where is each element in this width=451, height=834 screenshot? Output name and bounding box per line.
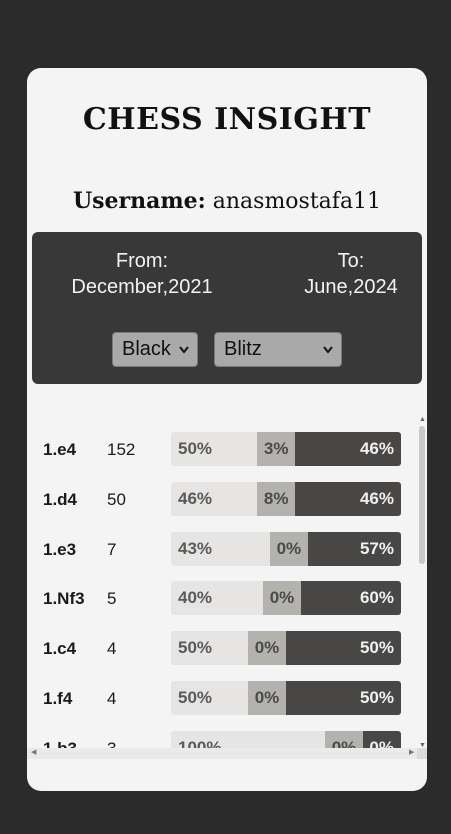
to-value: June,2024	[304, 276, 398, 298]
page-title: CHESS INSIGHT	[82, 102, 372, 137]
loss-segment: 60%	[301, 581, 401, 616]
loss-segment: 46%	[295, 432, 401, 466]
from-label: From:	[115, 250, 169, 272]
color-select[interactable]: Black	[112, 332, 198, 367]
username-label: Username:	[72, 188, 206, 214]
move-name: 1.c4	[43, 639, 77, 659]
insight-card: CHESS INSIGHT Username: anasmostafa11 Fr…	[27, 68, 427, 791]
win-segment: 50%	[171, 681, 248, 715]
loss-segment: 50%	[286, 631, 401, 666]
scrollbar-thumb[interactable]	[419, 426, 425, 564]
win-segment: 50%	[171, 432, 258, 466]
move-name: 1.f4	[43, 689, 73, 708]
filter-panel: From: December,2021 To: June,2024 Black …	[32, 232, 422, 384]
scroll-right-icon[interactable]: ▶	[409, 749, 415, 756]
result-bar: 40% 0% 60%	[171, 581, 401, 616]
result-bar: 50% 0% 50%	[171, 681, 401, 715]
draw-segment: 0%	[248, 631, 286, 666]
move-name: 1.e4	[43, 440, 77, 459]
username-line: Username: anasmostafa11	[27, 188, 427, 214]
result-bar: 50% 3% 46%	[171, 432, 401, 466]
chevron-down-icon	[178, 333, 190, 379]
scrollbar-corner	[417, 748, 427, 759]
draw-segment: 8%	[257, 481, 296, 516]
scroll-up-icon[interactable]: ▲	[419, 416, 426, 423]
loss-segment: 46%	[295, 481, 401, 516]
move-count: 152	[107, 440, 136, 459]
speed-select[interactable]: Blitz	[214, 332, 342, 367]
move-row[interactable]: 1.e3 7 43% 0% 57%	[27, 531, 417, 566]
win-segment: 50%	[171, 631, 248, 666]
move-count: 4	[107, 689, 117, 708]
win-segment: 46%	[171, 481, 258, 516]
move-name: 1.Nf3	[43, 589, 85, 609]
from-value: December,2021	[71, 276, 213, 298]
loss-segment: 57%	[307, 531, 401, 566]
move-count: 7	[107, 539, 117, 559]
to-label: To:	[337, 250, 365, 272]
scroll-down-icon[interactable]: ▼	[419, 742, 426, 749]
scroll-left-icon[interactable]: ◀	[31, 749, 37, 756]
username-value: anasmostafa11	[212, 189, 382, 214]
move-count: 4	[107, 639, 117, 659]
speed-select-value: Blitz	[224, 338, 262, 360]
result-bar: 43% 0% 57%	[171, 531, 401, 566]
loss-segment: 50%	[286, 681, 401, 715]
date-from[interactable]: From: December,2021	[62, 248, 222, 300]
result-bar: 46% 8% 46%	[171, 481, 401, 516]
move-name: 1.d4	[43, 489, 78, 509]
win-segment: 43%	[171, 531, 270, 566]
move-row[interactable]: 1.d4 50 46% 8% 46%	[27, 481, 417, 516]
result-bar: 50% 0% 50%	[171, 631, 401, 666]
move-row[interactable]: 1.c4 4 50% 0% 50%	[27, 631, 417, 666]
color-select-value: Black	[122, 338, 171, 360]
date-to[interactable]: To: June,2024	[294, 248, 408, 300]
draw-segment: 3%	[257, 432, 296, 466]
move-count: 5	[107, 589, 117, 609]
move-count: 50	[107, 489, 126, 509]
move-row[interactable]: 1.f4 4 50% 0% 50%	[27, 681, 417, 715]
draw-segment: 0%	[263, 581, 301, 616]
move-row[interactable]: 1.e4 152 50% 3% 46%	[27, 432, 417, 466]
win-segment: 40%	[171, 581, 263, 616]
moves-list[interactable]: 1.e4 152 50% 3% 46% 1.d4 50 46% 8% 46% 1.e3 7 43% 0% 5…	[27, 418, 427, 758]
chevron-down-icon	[322, 333, 334, 379]
move-row[interactable]: 1.Nf3 5 40% 0% 60%	[27, 581, 417, 616]
horizontal-scrollbar[interactable]: ◀ ▶	[27, 748, 427, 759]
move-name: 1.e3	[43, 539, 77, 559]
vertical-scrollbar[interactable]: ▲ ▼	[417, 416, 427, 749]
draw-segment: 0%	[269, 531, 308, 566]
draw-segment: 0%	[248, 681, 286, 715]
